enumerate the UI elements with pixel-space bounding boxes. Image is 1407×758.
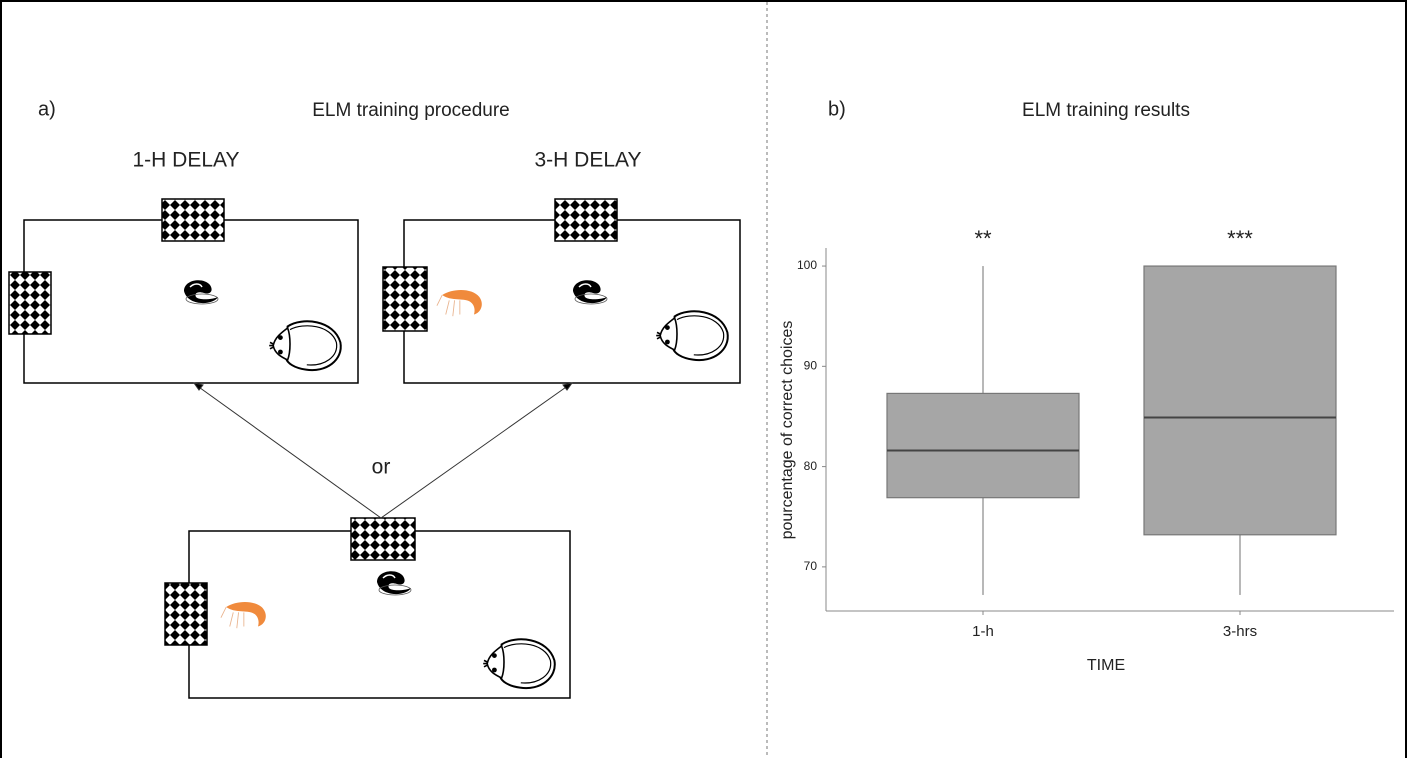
tank-training: [164, 517, 571, 699]
box: [1143, 265, 1337, 536]
significance-label: **: [974, 226, 992, 251]
box: [886, 392, 1080, 499]
significance-label: ***: [1227, 226, 1253, 251]
condition-title: 3-H DELAY: [535, 149, 642, 172]
connector-label: or: [372, 456, 391, 479]
y-tick-label: 80: [804, 459, 818, 473]
x-tick-label: 1-h: [972, 623, 994, 640]
condition-title: 1-H DELAY: [133, 149, 240, 172]
x-axis-label: TIME: [1087, 657, 1125, 674]
tank-3h: [382, 198, 741, 384]
y-tick-label: 70: [804, 559, 818, 573]
chart-title: ELM training results: [1022, 100, 1190, 121]
y-tick-label: 90: [804, 358, 818, 372]
arrows: [192, 382, 574, 519]
panel-label: b): [828, 98, 846, 120]
panel-label: a): [38, 98, 56, 120]
x-tick-label: 3-hrs: [1223, 623, 1257, 640]
y-axis-label: pourcentage of correct choices: [779, 321, 796, 540]
tank-1h: [8, 198, 359, 384]
y-tick-label: 100: [797, 258, 817, 272]
panel-title: ELM training procedure: [312, 100, 510, 121]
